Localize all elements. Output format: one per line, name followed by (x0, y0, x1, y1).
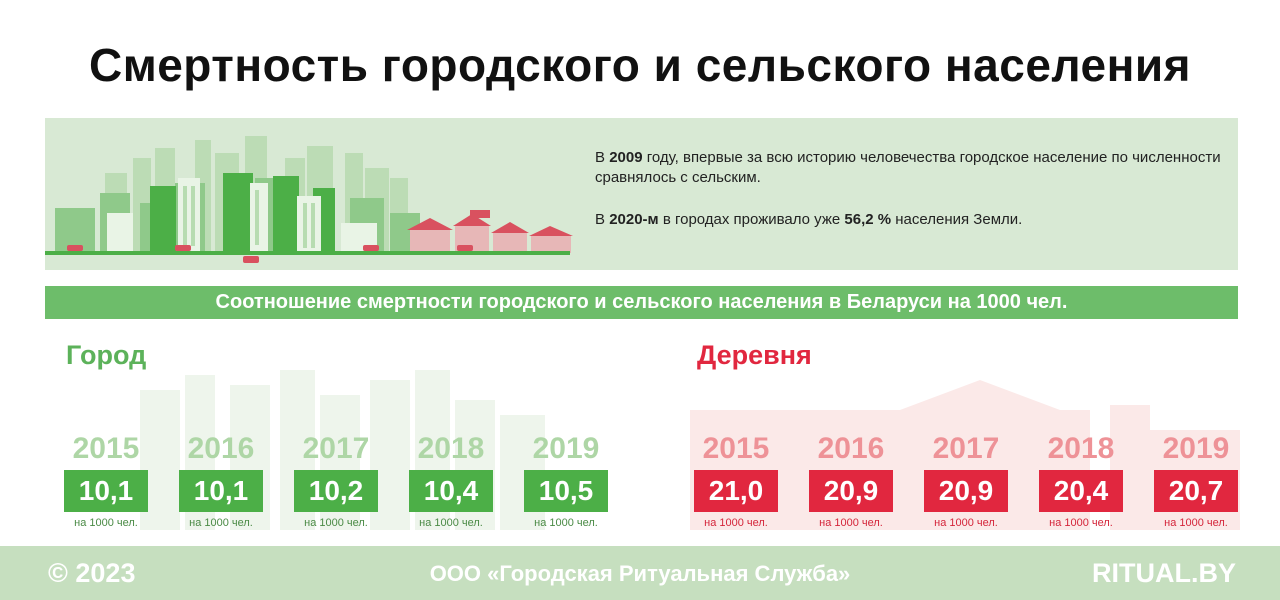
page-title: Смертность городского и сельского населе… (88, 39, 1192, 91)
village-year: 2019 (1162, 432, 1230, 465)
company-name: ООО «Городская Ритуальная Служба» (429, 561, 851, 586)
village-value: 20,4 (1039, 470, 1123, 512)
village-year: 2015 (702, 432, 770, 465)
city-year: 2016 (187, 432, 255, 465)
village-value: 21,0 (694, 470, 778, 512)
city-unit: на 1000 чел. (74, 517, 138, 529)
city-unit: на 1000 чел. (534, 517, 598, 529)
village-year: 2018 (1047, 432, 1115, 465)
city-value: 10,5 (524, 470, 608, 512)
site-link[interactable]: RITUAL.BY (1092, 558, 1236, 588)
text-fragment: населения Земли. (891, 211, 1023, 228)
text-fragment: В (595, 211, 610, 228)
copyright: © 2023 (48, 558, 136, 588)
highlight-percent: 56,2 % (844, 211, 892, 228)
village-unit: на 1000 чел. (704, 517, 768, 529)
city-year: 2017 (302, 432, 370, 465)
text-fragment: В (595, 149, 610, 166)
banner-paragraph-2: В 2020-м в городах проживало уже 56,2 % … (595, 210, 1225, 230)
highlight-year: 2020-м (609, 211, 659, 228)
city-unit: на 1000 чел. (304, 517, 368, 529)
intro-banner: В 2009 году, впервые за всю историю чело… (45, 118, 1238, 270)
text-fragment: году, впервые за всю историю человечеств… (595, 149, 1221, 186)
banner-text: В 2009 году, впервые за всю историю чело… (595, 148, 1225, 252)
city-year: 2018 (417, 432, 485, 465)
village-year: 2017 (932, 432, 1000, 465)
city-value: 10,1 (179, 470, 263, 512)
village-unit: на 1000 чел. (1049, 517, 1113, 529)
city-unit: на 1000 чел. (419, 517, 483, 529)
village-year: 2016 (817, 432, 885, 465)
highlight-year: 2009 (609, 149, 643, 166)
text-fragment: в городах проживало уже (658, 211, 845, 228)
cityscape-illustration (45, 136, 573, 263)
city-value: 10,2 (294, 470, 378, 512)
village-label: Деревня (697, 340, 812, 370)
village-unit: на 1000 чел. (819, 517, 883, 529)
city-year: 2019 (532, 432, 600, 465)
city-value: 10,1 (64, 470, 148, 512)
section-heading: Соотношение смертности городского и сель… (45, 286, 1238, 319)
village-unit: на 1000 чел. (934, 517, 998, 529)
village-value: 20,7 (1154, 470, 1238, 512)
banner-paragraph-1: В 2009 году, впервые за всю историю чело… (595, 148, 1225, 188)
city-year: 2015 (72, 432, 140, 465)
city-value: 10,4 (409, 470, 493, 512)
city-unit: на 1000 чел. (189, 517, 253, 529)
village-value: 20,9 (809, 470, 893, 512)
city-label: Город (66, 340, 147, 370)
village-value: 20,9 (924, 470, 1008, 512)
village-unit: на 1000 чел. (1164, 517, 1228, 529)
footer: © 2023 ООО «Городская Ритуальная Служба»… (0, 546, 1280, 600)
